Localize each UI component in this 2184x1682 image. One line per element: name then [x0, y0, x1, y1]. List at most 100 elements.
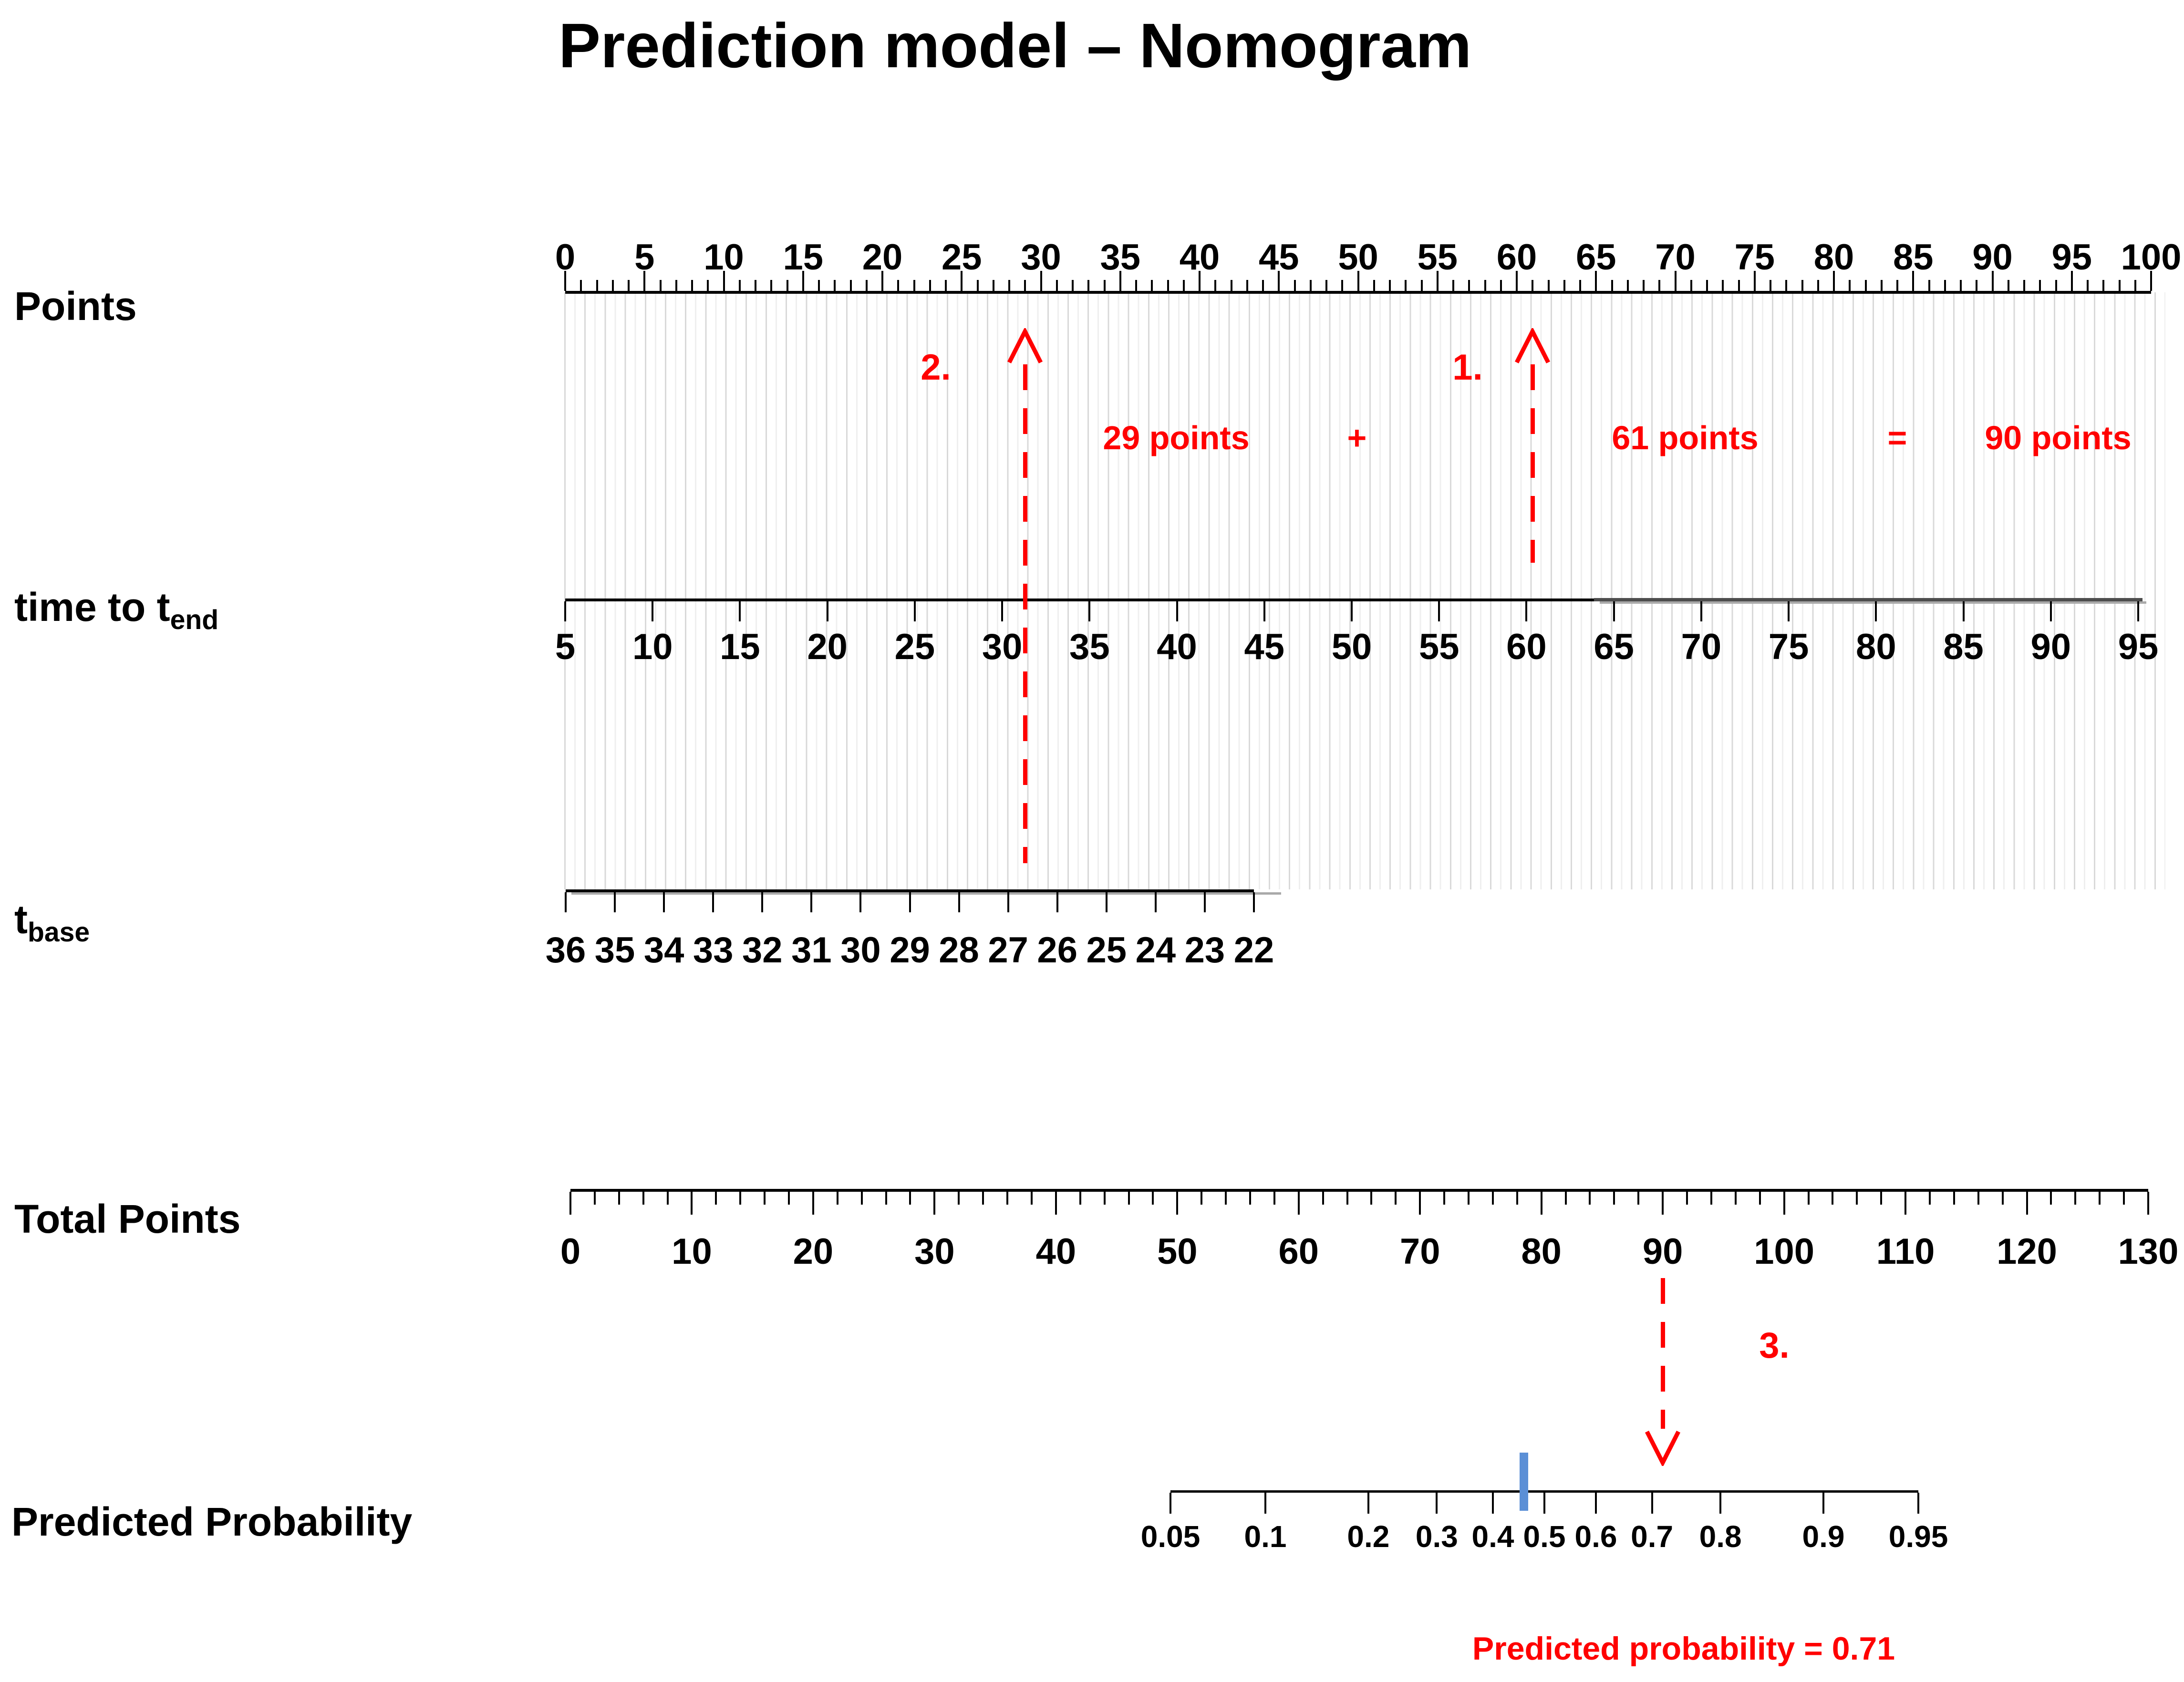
tick-minor-points: [1135, 280, 1137, 291]
tick-minor-total_points: [764, 1192, 766, 1205]
tick-label-total_points: 80: [1521, 1231, 1562, 1272]
tick-major-tbase: [859, 892, 862, 912]
tick-minor-points: [818, 280, 820, 291]
tick-minor-total_points: [1686, 1192, 1688, 1205]
equation-term-61-points: 61 points: [1612, 419, 1759, 456]
tick-minor-points: [1801, 280, 1803, 291]
tick-minor-points: [1626, 280, 1629, 291]
tick-major-tbase: [810, 892, 813, 912]
tick-major-points: [1833, 271, 1835, 291]
tick-label-time_to_tend: 35: [1069, 627, 1110, 667]
tick-minor-total_points: [836, 1192, 838, 1205]
tick-major-tbase: [1154, 892, 1157, 912]
tick-minor-points: [2118, 280, 2121, 291]
figure-title: Prediction model – Nomogram: [559, 10, 1472, 81]
tick-label-total_points: 90: [1642, 1231, 1683, 1272]
tick-major-total_points: [1176, 1192, 1179, 1215]
tick-label-predicted_probability: 0.6: [1574, 1519, 1617, 1554]
tick-minor-points: [1420, 280, 1423, 291]
tick-major-predicted_probability: [1436, 1493, 1438, 1514]
tick-minor-points: [1658, 280, 1661, 291]
tick-label-time_to_tend: 40: [1157, 627, 1197, 667]
tick-label-points: 70: [1655, 237, 1696, 278]
tick-minor-points: [1056, 280, 1058, 291]
arrowhead-down-icon: [1645, 1430, 1681, 1466]
tick-minor-points: [2102, 280, 2105, 291]
equation-plus-sign: +: [1347, 419, 1367, 456]
tick-minor-points: [1151, 280, 1153, 291]
tick-label-tbase: 33: [693, 930, 734, 970]
tick-major-time_to_tend: [1788, 601, 1790, 621]
tick-major-points: [1912, 271, 1915, 291]
tick-label-points: 20: [862, 237, 903, 278]
tick-major-points: [2150, 271, 2152, 291]
tick-minor-points: [2023, 280, 2025, 291]
tick-minor-points: [1373, 280, 1375, 291]
tick-major-points: [961, 271, 963, 291]
tick-minor-points: [849, 280, 852, 291]
tick-major-predicted_probability: [1264, 1493, 1266, 1514]
tick-minor-points: [1738, 280, 1740, 291]
dashed-line: [1023, 364, 1027, 863]
tick-minor-points: [1849, 280, 1851, 291]
tick-label-tbase: 24: [1135, 930, 1176, 970]
tick-minor-total_points: [1637, 1192, 1640, 1205]
tick-label-points: 95: [2051, 237, 2092, 278]
tick-major-time_to_tend: [739, 601, 741, 621]
tick-label-time_to_tend: 45: [1244, 627, 1285, 667]
tick-label-points: 50: [1338, 237, 1378, 278]
tick-label-tbase: 22: [1233, 930, 1274, 970]
tick-major-time_to_tend: [913, 601, 916, 621]
tick-minor-total_points: [1734, 1192, 1737, 1205]
tick-major-tbase: [1105, 892, 1108, 912]
tick-minor-points: [1405, 280, 1407, 291]
tick-major-total_points: [569, 1192, 571, 1215]
tick-minor-points: [580, 280, 582, 291]
tick-major-tbase: [565, 892, 567, 912]
tick-minor-total_points: [1564, 1192, 1567, 1205]
tick-minor-points: [1341, 280, 1344, 291]
tick-label-points: 25: [941, 237, 982, 278]
tick-minor-total_points: [715, 1192, 717, 1205]
tick-major-total_points: [1055, 1192, 1057, 1215]
tick-major-predicted_probability: [1822, 1493, 1825, 1514]
tick-minor-points: [2039, 280, 2041, 291]
tick-minor-points: [2134, 280, 2136, 291]
tick-label-time_to_tend: 75: [1768, 627, 1809, 667]
tick-major-time_to_tend: [1875, 601, 1877, 621]
tick-major-total_points: [933, 1192, 936, 1215]
tick-minor-total_points: [1395, 1192, 1397, 1205]
tick-minor-total_points: [909, 1192, 911, 1205]
tick-label-time_to_tend: 5: [555, 627, 576, 667]
tick-major-total_points: [1540, 1192, 1542, 1215]
tick-label-tbase: 34: [643, 930, 684, 970]
tick-label-points: 10: [704, 237, 744, 278]
tick-minor-points: [1643, 280, 1645, 291]
tick-minor-points: [1214, 280, 1217, 291]
tick-minor-points: [675, 280, 677, 291]
axis-line-time_to_tend: [565, 599, 2138, 601]
tick-label-time_to_tend: 50: [1331, 627, 1372, 667]
tick-minor-points: [1722, 280, 1724, 291]
tick-major-total_points: [1662, 1192, 1664, 1215]
tick-minor-points: [770, 280, 773, 291]
tick-minor-points: [1024, 280, 1026, 291]
tick-minor-points: [897, 280, 900, 291]
tick-major-points: [564, 271, 566, 291]
tick-label-time_to_tend: 30: [982, 627, 1023, 667]
axis-label-tbase-sub: base: [27, 917, 90, 948]
tick-major-time_to_tend: [652, 601, 654, 621]
tick-major-time_to_tend: [1176, 601, 1178, 621]
tick-label-time_to_tend: 70: [1681, 627, 1722, 667]
tick-minor-total_points: [1468, 1192, 1470, 1205]
tick-label-predicted_probability: 0.7: [1631, 1519, 1674, 1554]
tick-minor-points: [1500, 280, 1502, 291]
dashed-line: [1530, 364, 1535, 563]
tick-minor-points: [1976, 280, 1978, 291]
tick-major-predicted_probability: [1170, 1493, 1171, 1514]
tick-major-points: [643, 271, 646, 291]
tick-minor-total_points: [1225, 1192, 1227, 1205]
tick-minor-total_points: [958, 1192, 960, 1205]
tick-major-points: [1199, 271, 1201, 291]
tick-major-tbase: [712, 892, 714, 912]
